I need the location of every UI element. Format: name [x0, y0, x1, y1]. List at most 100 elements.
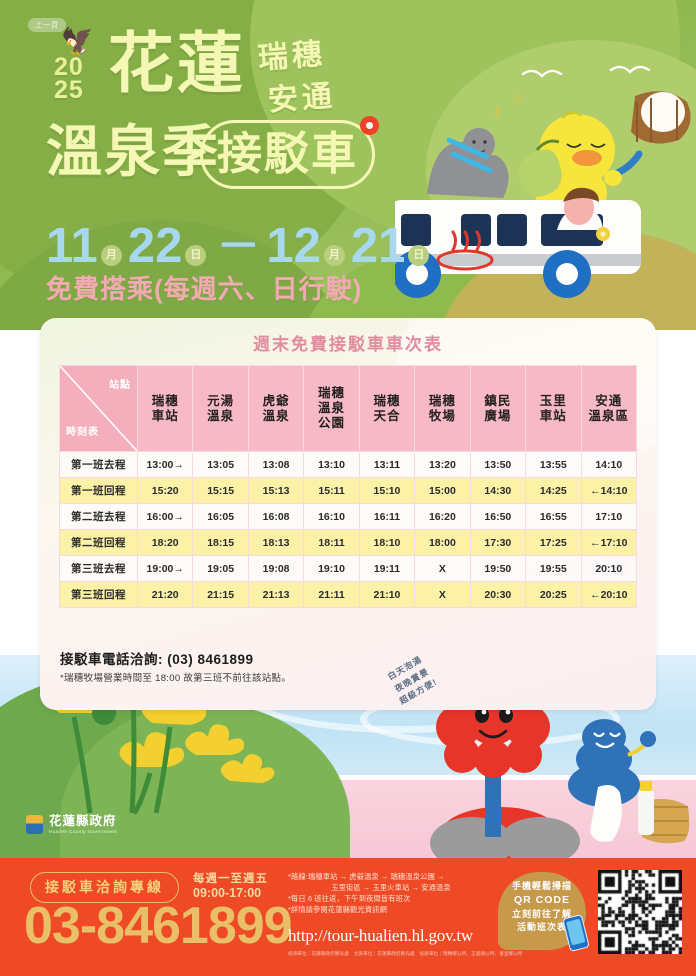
hours-time: 09:00-17:00 [193, 886, 262, 901]
asterisk-note: *瑞穗牧場營業時間至 18:00 故第三班不前往該站點。 [60, 673, 292, 684]
row-label: 第三班去程 [59, 555, 138, 582]
bus-illustration: ♪ ♫ [395, 65, 691, 298]
qr-line-4: 活動班次表 [516, 922, 567, 933]
station-header-6: 鎮民 廣場 [469, 365, 527, 452]
time-cell: 15:13 [247, 477, 305, 504]
month-unit-2: 月 [323, 245, 345, 266]
station-header-3: 瑞穗 溫泉 公園 [303, 365, 360, 452]
corner-badge[interactable]: 上一頁 [28, 18, 66, 32]
footer-credits: 指導單位｜花蓮縣政府觀光處 主辦單位｜花蓮縣政府觀光處 協辦單位｜瑞穗鄉公所、玉… [288, 951, 523, 956]
time-cell: 20:25 [525, 581, 582, 608]
time-cell: 17:10 [580, 503, 637, 530]
time-cell: 19:55 [525, 555, 582, 582]
time-cell: 16:11 [358, 503, 416, 530]
county-seal-icon [26, 815, 43, 834]
contact-phone-note: 接駁車電話洽詢: (03) 8461899 [60, 652, 254, 667]
table-header-row: 站點 時刻表 瑞穗 車站 元湯 溫泉 虎爺 溫泉 瑞穗 溫泉 公園 瑞穗 天合 瑞穗 牧場 鎮民 廣場 玉里車… [59, 365, 637, 452]
time-cell: X [414, 555, 471, 582]
schedule-table-body: 第一班去程 13:00→ 13:05 13:08 13:10 13:11 13:20 13:5… [59, 451, 637, 608]
schedule-table-head: 站點 時刻表 瑞穗 車站 元湯 溫泉 虎爺 溫泉 瑞穗 溫泉 公園 瑞穗 天合 瑞穗 牧場 鎮民 廣場 玉里車… [59, 365, 637, 452]
row-label: 第二班去程 [59, 503, 138, 530]
svg-text:♫: ♫ [513, 90, 523, 105]
station-header-2: 虎爺 溫泉 [247, 365, 305, 452]
note-frequency: *每日 6 班往返，下午到夜間皆有班次 [288, 894, 411, 904]
note-route-line1: *路線:瑞穗車站 → 虎爺溫泉 → 瑞穗溫泉公園 → [288, 872, 445, 881]
time-cell: 13:55 [525, 451, 582, 478]
table-row: 第一班回程 15:20 15:15 15:13 15:11 15:10 15:00 14:30… [59, 477, 637, 504]
note-route-line2: 玉里街區 → 玉里火車站 → 安通溫泉 [331, 883, 451, 893]
qr-line-1: 手機輕鬆掃描 [511, 881, 572, 891]
table-row: 第三班回程 21:20 21:15 21:13 21:11 21:10 X 20:30 20:2… [59, 581, 637, 608]
shuttle-pill-word: 接駁車 [200, 120, 376, 189]
time-cell: 14:10 [580, 451, 637, 478]
main-title-line1: 花蓮 [108, 26, 246, 100]
time-cell: 19:10 [303, 555, 360, 582]
table-row: 第二班去程 16:00→ 16:05 16:08 16:10 16:11 16:20 16:5… [59, 503, 637, 530]
time-cell: 19:08 [247, 555, 305, 582]
year-label: 20 25 [54, 55, 84, 103]
date-dash: － [216, 222, 261, 271]
note-detail: *詳情請參閱花蓮縣觀光資訊網 [288, 905, 388, 915]
end-day: 21 [350, 219, 406, 273]
time-cell: 16:50 [469, 503, 527, 530]
time-cell: 20:30 [469, 581, 527, 608]
qr-line-2: QR CODE [513, 894, 570, 907]
station-header-8: 安通 溫泉區 [580, 365, 637, 452]
row-label: 第一班回程 [59, 477, 138, 504]
end-month: 12 [266, 219, 321, 273]
time-cell: 18:00 [414, 529, 471, 556]
footer-hours: 每週一至週五 09:00-17:00 [193, 872, 268, 902]
time-cell: ←20:10 [580, 581, 637, 608]
sub-title-antong: 安通 [266, 79, 338, 118]
month-unit-1: 月 [100, 245, 122, 266]
time-cell: 15:11 [303, 477, 360, 504]
time-cell: 21:10 [358, 581, 416, 608]
county-logo: 花蓮縣政府 Hualien County Government [26, 815, 117, 834]
footer-url[interactable]: http://tour-hualien.hl.gov.tw [288, 926, 473, 945]
time-cell: 16:05 [192, 503, 249, 530]
table-row: 第二班回程 18:20 18:15 18:13 18:11 18:10 18:00 17:30… [59, 529, 637, 556]
time-cell: 18:11 [303, 529, 360, 556]
station-header-4: 瑞穗 天合 [358, 365, 416, 452]
time-cell: 18:15 [192, 529, 249, 556]
station-header-0: 瑞穗 車站 [136, 365, 194, 452]
footer-phone-number[interactable]: 03-8461899 [24, 897, 293, 955]
time-cell: 16:55 [525, 503, 582, 530]
start-month: 11 [46, 219, 98, 273]
row-label: 第三班回程 [59, 581, 138, 608]
footer-banner: 接駁車洽詢專線 03-8461899 每週一至週五 09:00-17:00 *路… [0, 858, 696, 976]
corner-time-label: 時刻表 [66, 427, 99, 439]
corner-station-label: 站點 [109, 380, 131, 391]
time-cell: 17:30 [469, 529, 527, 556]
schedule-card: 週末免費接駁車車次表 站點 時刻表 瑞穗 車站 元湯 溫泉 虎爺 溫泉 瑞穗 溫泉 公園 瑞穗 天合… [40, 318, 656, 710]
time-cell: 19:50 [469, 555, 527, 582]
qr-code-icon[interactable] [598, 870, 682, 954]
hotline-pill-label: 接駁車洽詢專線 [30, 872, 179, 903]
time-cell: 19:11 [358, 555, 416, 582]
time-cell: ←14:10 [580, 477, 637, 504]
time-cell: 15:20 [136, 477, 194, 504]
time-cell: 13:50 [469, 451, 527, 478]
time-cell: 15:00 [414, 477, 471, 504]
time-cell: 21:11 [303, 581, 360, 608]
time-cell: 19:05 [192, 555, 249, 582]
time-cell: 18:10 [358, 529, 416, 556]
time-cell: 17:25 [525, 529, 582, 556]
time-cell: 20:10 [580, 555, 637, 582]
time-cell: X [414, 581, 471, 608]
table-row: 第一班去程 13:00→ 13:05 13:08 13:10 13:11 13:20 13:5… [59, 451, 637, 478]
time-cell: 14:25 [525, 477, 582, 504]
free-ride-line: 免費搭乘(每週六、日行駛) [46, 274, 363, 304]
row-label: 第一班去程 [59, 451, 138, 478]
time-cell: 18:13 [247, 529, 305, 556]
time-cell: 16:10 [303, 503, 360, 530]
time-cell: 13:00→ [136, 451, 194, 478]
time-cell: 16:08 [247, 503, 305, 530]
time-cell: 16:00→ [136, 503, 194, 530]
date-range: 11 月 22 日 － 12 月 21 日 [46, 222, 433, 271]
start-day: 22 [127, 219, 183, 273]
footer-notes: *路線:瑞穗車站 → 虎爺溫泉 → 瑞穗溫泉公園 → 玉里街區 → 玉里火車站 … [288, 871, 494, 916]
hero-section [0, 0, 696, 330]
svg-text:♪: ♪ [493, 103, 501, 120]
time-cell: 13:20 [414, 451, 471, 478]
